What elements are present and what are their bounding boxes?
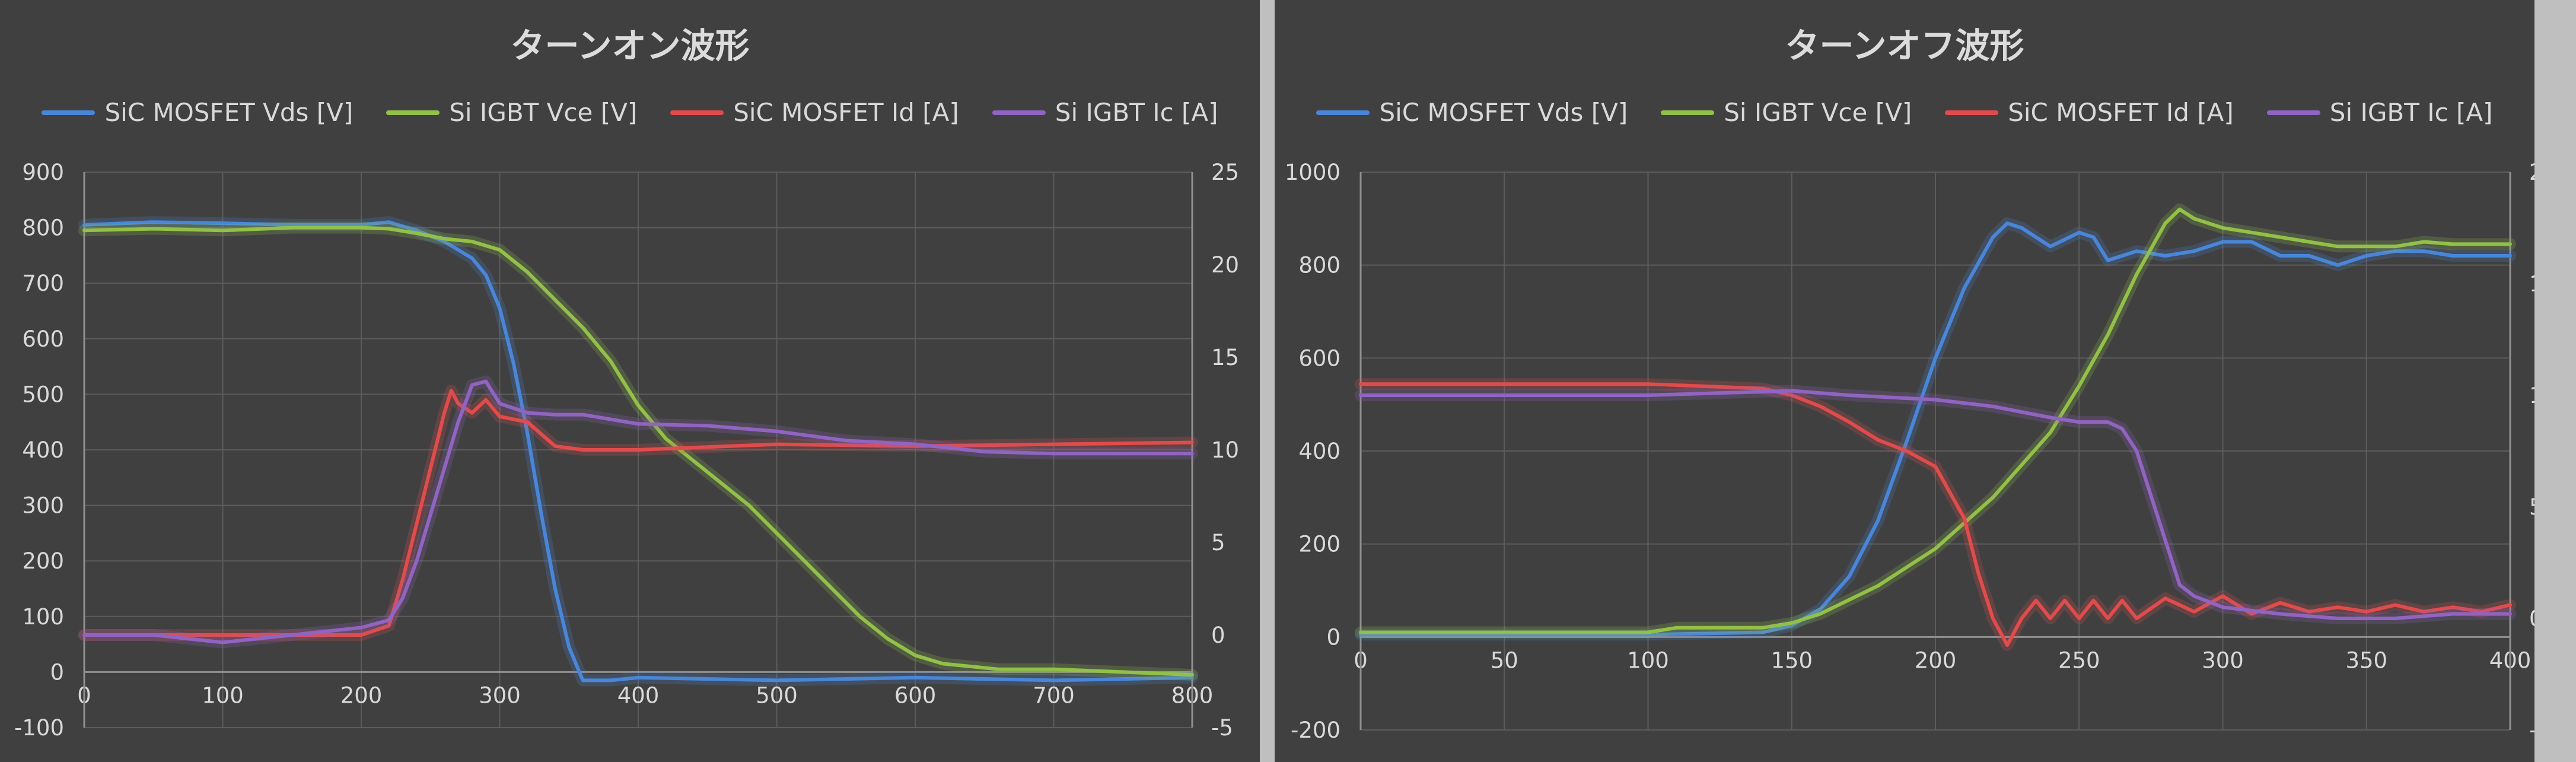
chart-legend: SiC MOSFET Vds [V] Si IGBT Vce [V] SiC M… <box>1275 98 2534 127</box>
y-tick-label: 200 <box>22 548 64 574</box>
legend-item-sic-id: SiC MOSFET Id [A] <box>670 98 959 127</box>
y2-tick-label: -5 <box>2529 717 2534 743</box>
x-tick-label: 500 <box>756 682 798 708</box>
y2-tick-label: 15 <box>1211 345 1239 370</box>
legend-label-sic-id: SiC MOSFET Id [A] <box>2008 98 2234 127</box>
legend-swatch-sic-vds <box>42 110 95 115</box>
legend-swatch-igbt-ic <box>992 110 1046 115</box>
y-tick-label: 1000 <box>1285 160 1340 185</box>
turn-off-chart-panel: ターンオフ波形 SiC MOSFET Vds [V] Si IGBT Vce [… <box>1275 0 2534 762</box>
turn-on-plot-area: 0 100 200 300 400 500 600 700 800 -100 0 100 200 300 4… <box>14 160 1239 741</box>
y2-tick-label: 5 <box>2529 494 2534 520</box>
x-tick-label: 300 <box>2202 647 2244 673</box>
y2-tick-label: -5 <box>1211 715 1233 741</box>
legend-label-igbt-vce: Si IGBT Vce [V] <box>449 98 638 127</box>
x-tick-label: 200 <box>340 682 383 708</box>
legend-label-igbt-ic: Si IGBT Ic [A] <box>1055 98 1218 127</box>
chart-title: ターンオン波形 <box>510 26 750 66</box>
legend-label-sic-id: SiC MOSFET Id [A] <box>733 98 959 127</box>
y2-tick-label: 10 <box>1211 437 1239 463</box>
legend-label-igbt-ic: Si IGBT Ic [A] <box>2329 98 2493 127</box>
y2-tick-label: 0 <box>1211 623 1225 648</box>
series-line-3 <box>1359 389 2512 620</box>
y-tick-label: 100 <box>22 604 64 630</box>
y-tick-label: 200 <box>1298 532 1340 557</box>
y-tick-label: 300 <box>22 493 64 519</box>
x-tick-label: 100 <box>202 682 244 708</box>
legend-item-sic-vds: SiC MOSFET Vds [V] <box>1316 98 1628 127</box>
legend-label-sic-vds: SiC MOSFET Vds [V] <box>1379 98 1628 127</box>
y2-tick-label: 20 <box>1211 252 1239 278</box>
legend-item-sic-vds: SiC MOSFET Vds [V] <box>42 98 353 127</box>
series-line-0 <box>82 220 1194 682</box>
legend-item-igbt-vce: Si IGBT Vce [V] <box>1661 98 1912 127</box>
y-tick-label: -100 <box>14 715 64 741</box>
legend-item-igbt-ic: Si IGBT Ic [A] <box>992 98 1218 127</box>
x-tick-label: 700 <box>1033 682 1075 708</box>
x-tick-label: 100 <box>1627 647 1669 673</box>
y-tick-label: 400 <box>22 437 64 463</box>
series-line-1 <box>1359 207 2512 634</box>
chart-legend: SiC MOSFET Vds [V] Si IGBT Vce [V] SiC M… <box>0 98 1260 127</box>
legend-label-sic-vds: SiC MOSFET Vds [V] <box>104 98 354 127</box>
y-tick-label: 700 <box>22 271 64 296</box>
y-tick-label: -200 <box>1291 717 1340 743</box>
y-tick-label: 500 <box>22 382 64 407</box>
series-line-2 <box>1359 382 2512 647</box>
x-tick-label: 150 <box>1771 647 1813 673</box>
legend-swatch-igbt-vce <box>386 110 440 115</box>
legend-swatch-sic-id <box>670 110 724 115</box>
x-tick-label: 300 <box>479 682 521 708</box>
chart-title: ターンオフ波形 <box>1785 26 2024 66</box>
series-line-0 <box>1359 221 2512 637</box>
legend-swatch-igbt-vce <box>1661 110 1715 115</box>
turn-on-chart-panel: ターンオン波形 SiC MOSFET Vds [V] Si IGBT Vce [… <box>0 0 1260 762</box>
y-tick-label: 0 <box>50 659 64 685</box>
y2-tick-label: 0 <box>2529 606 2534 631</box>
x-tick-label: 250 <box>2058 647 2100 673</box>
y-tick-label: 600 <box>22 326 64 352</box>
x-tick-label: 50 <box>1491 647 1518 673</box>
series-line-1 <box>82 226 1194 677</box>
legend-label-igbt-vce: Si IGBT Vce [V] <box>1724 98 1912 127</box>
y-tick-label: 800 <box>22 215 64 241</box>
x-tick-label: 350 <box>2345 647 2387 673</box>
legend-swatch-sic-vds <box>1316 110 1370 115</box>
y-tick-label: 0 <box>1326 624 1340 650</box>
y2-tick-label: 5 <box>1211 530 1225 555</box>
y2-tick-label: 20 <box>2529 160 2534 185</box>
legend-item-igbt-vce: Si IGBT Vce [V] <box>386 98 637 127</box>
x-tick-label: 200 <box>1915 647 1957 673</box>
x-tick-label: 600 <box>894 682 937 708</box>
y2-tick-label: 15 <box>2529 271 2534 297</box>
y2-tick-label: 25 <box>1211 160 1239 185</box>
legend-item-sic-id: SiC MOSFET Id [A] <box>1945 98 2234 127</box>
y-tick-label: 800 <box>1298 253 1340 278</box>
legend-swatch-sic-id <box>1945 110 1999 115</box>
series-line-3 <box>82 379 1194 644</box>
turn-off-plot-area: 050100150200250300350400-200020040060080… <box>1285 160 2534 743</box>
y-tick-label: 400 <box>1298 439 1340 464</box>
y-tick-label: 600 <box>1298 345 1340 371</box>
y2-tick-label: 10 <box>2529 383 2534 408</box>
legend-swatch-igbt-ic <box>2266 110 2320 115</box>
legend-item-igbt-ic: Si IGBT Ic [A] <box>2266 98 2493 127</box>
x-tick-label: 400 <box>617 682 660 708</box>
y-tick-label: 900 <box>22 160 64 185</box>
